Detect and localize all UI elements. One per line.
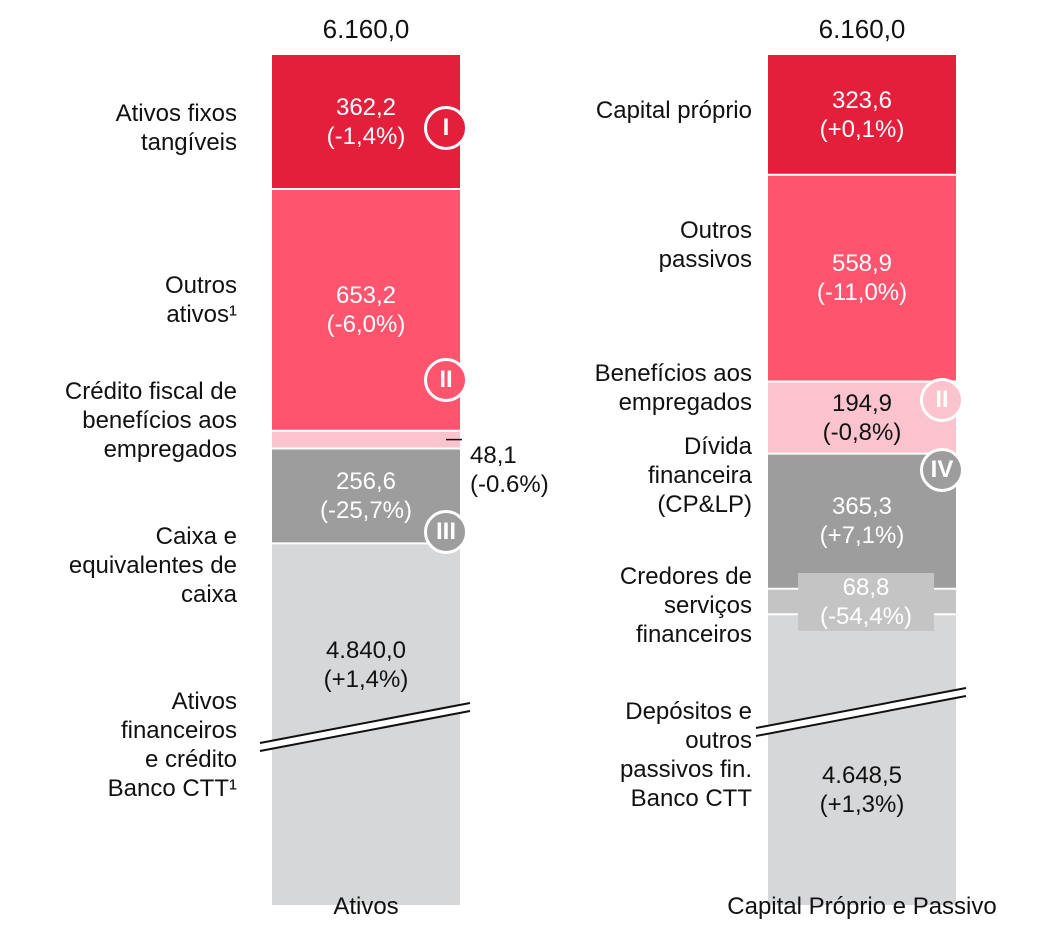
bar-segment [768,55,956,175]
value-label: 4.648,5 (+1,3%) [819,762,905,818]
bar-segment [768,614,956,905]
value-label: 653,2 (-6,0%) [326,281,406,338]
value-label: 362,2 (-1,4%) [326,94,406,150]
badge: II [424,358,468,402]
total-label: 6.160,0 [322,14,410,44]
segment-name: Outros passivos [658,217,752,273]
badge: I [424,106,468,150]
value-label: 323,6 (+0,1%) [819,86,905,143]
segment-name: Caixa e equivalentes de caixa [68,522,237,608]
segment-name: Capital próprio [595,96,752,124]
segment-name: Credores de serviços financeiros [619,562,752,648]
bar-segment [272,430,460,449]
value-label: 194,9 (-0,8%) [822,389,902,446]
category-label: Capital Próprio e Passivo [727,893,997,920]
category-label: Ativos [333,893,399,920]
value-label: 4.840,0 (+1,4%) [323,637,409,693]
axis-break-line [755,687,967,729]
axis-break [756,688,966,736]
axis-break-line [259,710,471,752]
value-label: 256,6 (-25,7%) [319,467,413,524]
axis-break-line [259,702,471,744]
value-label: 558,9 (-11,0%) [816,250,908,307]
badge: II [920,378,964,422]
bar-segment [768,174,956,382]
segment-name: Dívida financeira (CP&LP) [647,432,752,518]
segment-name: Crédito fiscal de benefícios aos emprega… [64,377,237,463]
axis-break [260,703,470,751]
segment-name: Ativos financeiros e crédito Banco CTT¹ [107,688,237,802]
badge: III [424,510,468,554]
axis-break-line [755,695,967,737]
badge: IV [920,448,964,492]
segment-name: Ativos fixos tangíveis [115,100,237,156]
total-label: 6.160,0 [818,14,906,44]
value-label: 48,1 (-0.6%) [470,442,549,498]
value-label: 68,8 (-54,4%) [798,572,934,631]
segment-name: Benefícios aos empregados [594,360,752,416]
segment-name: Depósitos e outros passivos fin. Banco C… [619,698,752,812]
segment-name: Outros ativos¹ [164,272,237,328]
value-label: 365,3 (+7,1%) [819,493,905,550]
